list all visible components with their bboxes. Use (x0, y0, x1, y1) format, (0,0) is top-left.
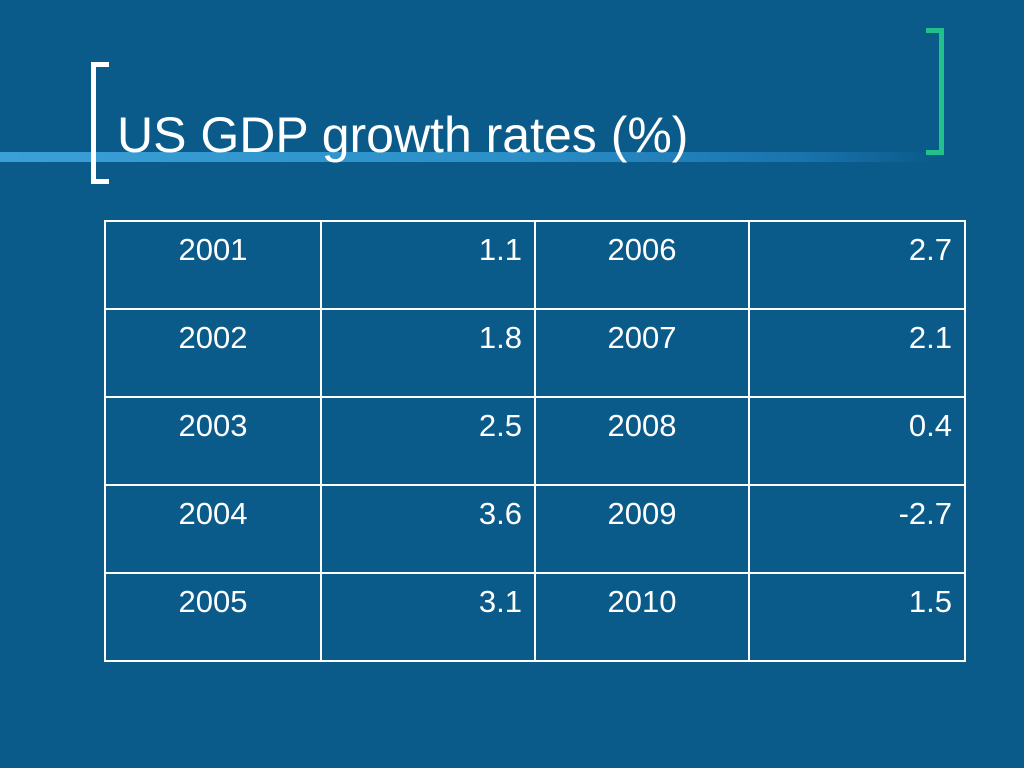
table-row: 2003 2.5 2008 0.4 (104, 396, 966, 486)
table-row: 2004 3.6 2009 -2.7 (104, 484, 966, 574)
year-cell: 2006 (534, 220, 750, 310)
slide-title: US GDP growth rates (%) (117, 107, 689, 163)
gdp-table: 2001 1.1 2006 2.7 2002 1.8 2007 2.1 2003 2.5 2008 0… (104, 220, 966, 662)
table-row: 2002 1.8 2007 2.1 (104, 308, 966, 398)
growth-value-cell: 0.4 (748, 396, 966, 486)
growth-value-cell: 1.1 (320, 220, 536, 310)
growth-value-cell: 2.5 (320, 396, 536, 486)
year-cell: 2010 (534, 572, 750, 662)
year-cell: 2005 (104, 572, 322, 662)
growth-value-cell: 1.8 (320, 308, 536, 398)
growth-value-cell: -2.7 (748, 484, 966, 574)
growth-value-cell: 1.5 (748, 572, 966, 662)
year-cell: 2007 (534, 308, 750, 398)
year-cell: 2003 (104, 396, 322, 486)
year-cell: 2009 (534, 484, 750, 574)
growth-value-cell: 3.6 (320, 484, 536, 574)
growth-value-cell: 3.1 (320, 572, 536, 662)
year-cell: 2001 (104, 220, 322, 310)
table-row: 2005 3.1 2010 1.5 (104, 572, 966, 662)
growth-value-cell: 2.1 (748, 308, 966, 398)
table-row: 2001 1.1 2006 2.7 (104, 220, 966, 310)
year-cell: 2004 (104, 484, 322, 574)
growth-value-cell: 2.7 (748, 220, 966, 310)
title-accent-band (0, 152, 940, 162)
right-bracket-decoration (926, 28, 944, 155)
left-bracket-decoration (91, 62, 109, 184)
gdp-table-body: 2001 1.1 2006 2.7 2002 1.8 2007 2.1 2003 2.5 2008 0… (104, 220, 966, 662)
year-cell: 2008 (534, 396, 750, 486)
year-cell: 2002 (104, 308, 322, 398)
